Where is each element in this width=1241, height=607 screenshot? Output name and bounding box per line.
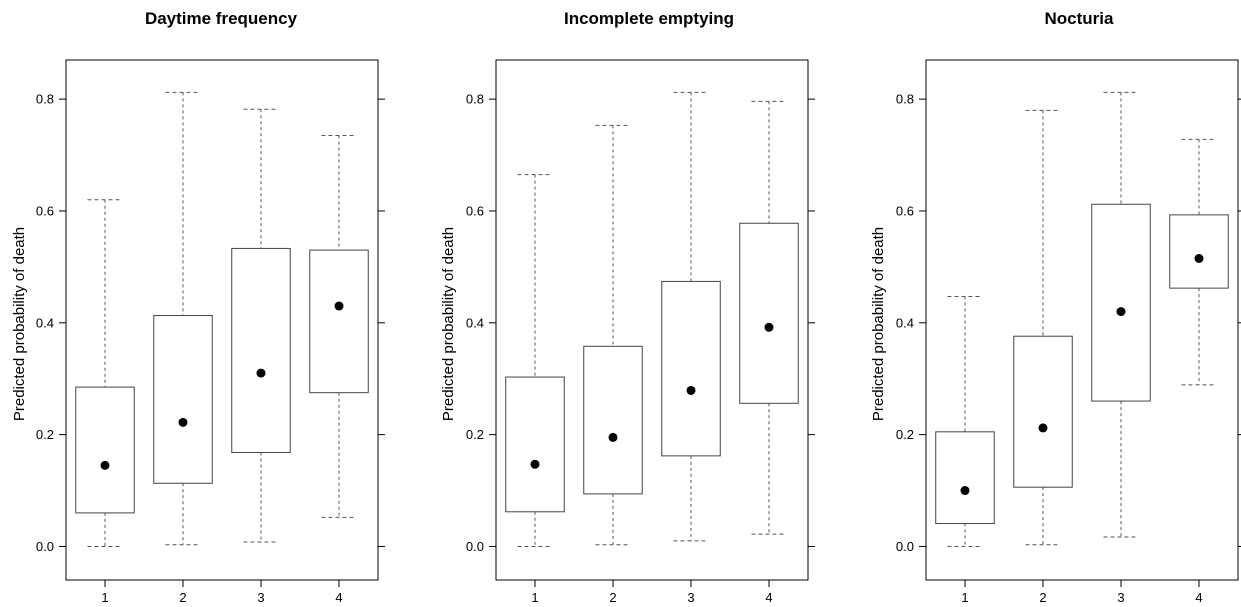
plot-frame	[495, 59, 809, 581]
x-tick-label: 3	[257, 590, 264, 605]
y-tick-label: 0.4	[36, 315, 54, 330]
x-tick-label: 2	[609, 590, 616, 605]
y-tick-label: 0.2	[36, 427, 54, 442]
x-tick-label: 3	[687, 590, 694, 605]
box	[739, 222, 799, 404]
box-group-1	[75, 199, 135, 547]
panel-incomplete-emptying: Incomplete emptying Predicted probabilit…	[440, 9, 815, 605]
y-tick-label: 0.4	[466, 315, 484, 330]
panel-daytime-frequency: Daytime frequency Predicted probability …	[11, 9, 385, 605]
panel-title: Nocturia	[1045, 9, 1115, 28]
y-tick-label: 0.2	[466, 427, 484, 442]
panel-nocturia: Nocturia Predicted probability of death …	[870, 9, 1241, 605]
y-axis-label: Predicted probability of death	[870, 227, 887, 421]
y-tick-label: 0.8	[466, 92, 484, 107]
data-point	[178, 417, 188, 427]
x-tick-label: 4	[765, 590, 772, 605]
box	[935, 431, 995, 525]
box-group-3	[661, 91, 721, 542]
y-tick-label: 0.6	[896, 203, 914, 218]
x-tick-label: 3	[1117, 590, 1124, 605]
y-axis-label: Predicted probability of death	[440, 227, 457, 421]
y-tick-label: 0.2	[896, 427, 914, 442]
box	[75, 386, 135, 514]
box-group-2	[153, 91, 213, 546]
x-tick-label: 2	[1039, 590, 1046, 605]
y-tick-label: 0.4	[896, 315, 914, 330]
data-point	[1194, 253, 1204, 263]
box-group-4	[1169, 138, 1229, 386]
box-group-1	[935, 296, 995, 547]
x-tick-label: 4	[1195, 590, 1202, 605]
x-tick-label: 1	[101, 590, 108, 605]
box-group-4	[309, 134, 369, 518]
box	[1013, 335, 1073, 488]
box-group-3	[231, 108, 291, 543]
y-tick-label: 0.0	[36, 539, 54, 554]
box	[583, 345, 643, 495]
x-tick-label: 2	[179, 590, 186, 605]
x-tick-label: 1	[531, 590, 538, 605]
y-tick-label: 0.0	[466, 539, 484, 554]
x-tick-label: 4	[335, 590, 342, 605]
box	[153, 315, 213, 484]
box-group-3	[1091, 91, 1151, 538]
data-point	[100, 460, 110, 470]
y-tick-label: 0.0	[896, 539, 914, 554]
data-point	[256, 368, 266, 378]
data-point	[530, 459, 540, 469]
data-point	[960, 486, 970, 496]
box-group-2	[1013, 109, 1073, 546]
y-tick-label: 0.8	[896, 92, 914, 107]
box-group-2	[583, 124, 643, 546]
data-point	[1038, 423, 1048, 433]
data-point	[764, 322, 774, 332]
y-tick-label: 0.8	[36, 92, 54, 107]
plot-frame	[925, 59, 1239, 581]
y-axis-label: Predicted probability of death	[11, 227, 28, 421]
data-point	[608, 432, 618, 442]
y-tick-label: 0.6	[36, 203, 54, 218]
data-point	[1116, 307, 1126, 317]
box	[1091, 203, 1151, 402]
box	[231, 247, 291, 454]
data-point	[686, 385, 696, 395]
box-group-4	[739, 100, 799, 535]
box	[309, 249, 369, 394]
box-group-1	[505, 174, 565, 547]
box	[661, 280, 721, 457]
box	[505, 376, 565, 513]
data-point	[334, 301, 344, 311]
y-tick-label: 0.6	[466, 203, 484, 218]
box	[1169, 214, 1229, 289]
x-tick-label: 1	[961, 590, 968, 605]
plot-frame	[65, 59, 379, 581]
panel-title: Incomplete emptying	[564, 9, 734, 28]
panel-title: Daytime frequency	[145, 9, 298, 28]
